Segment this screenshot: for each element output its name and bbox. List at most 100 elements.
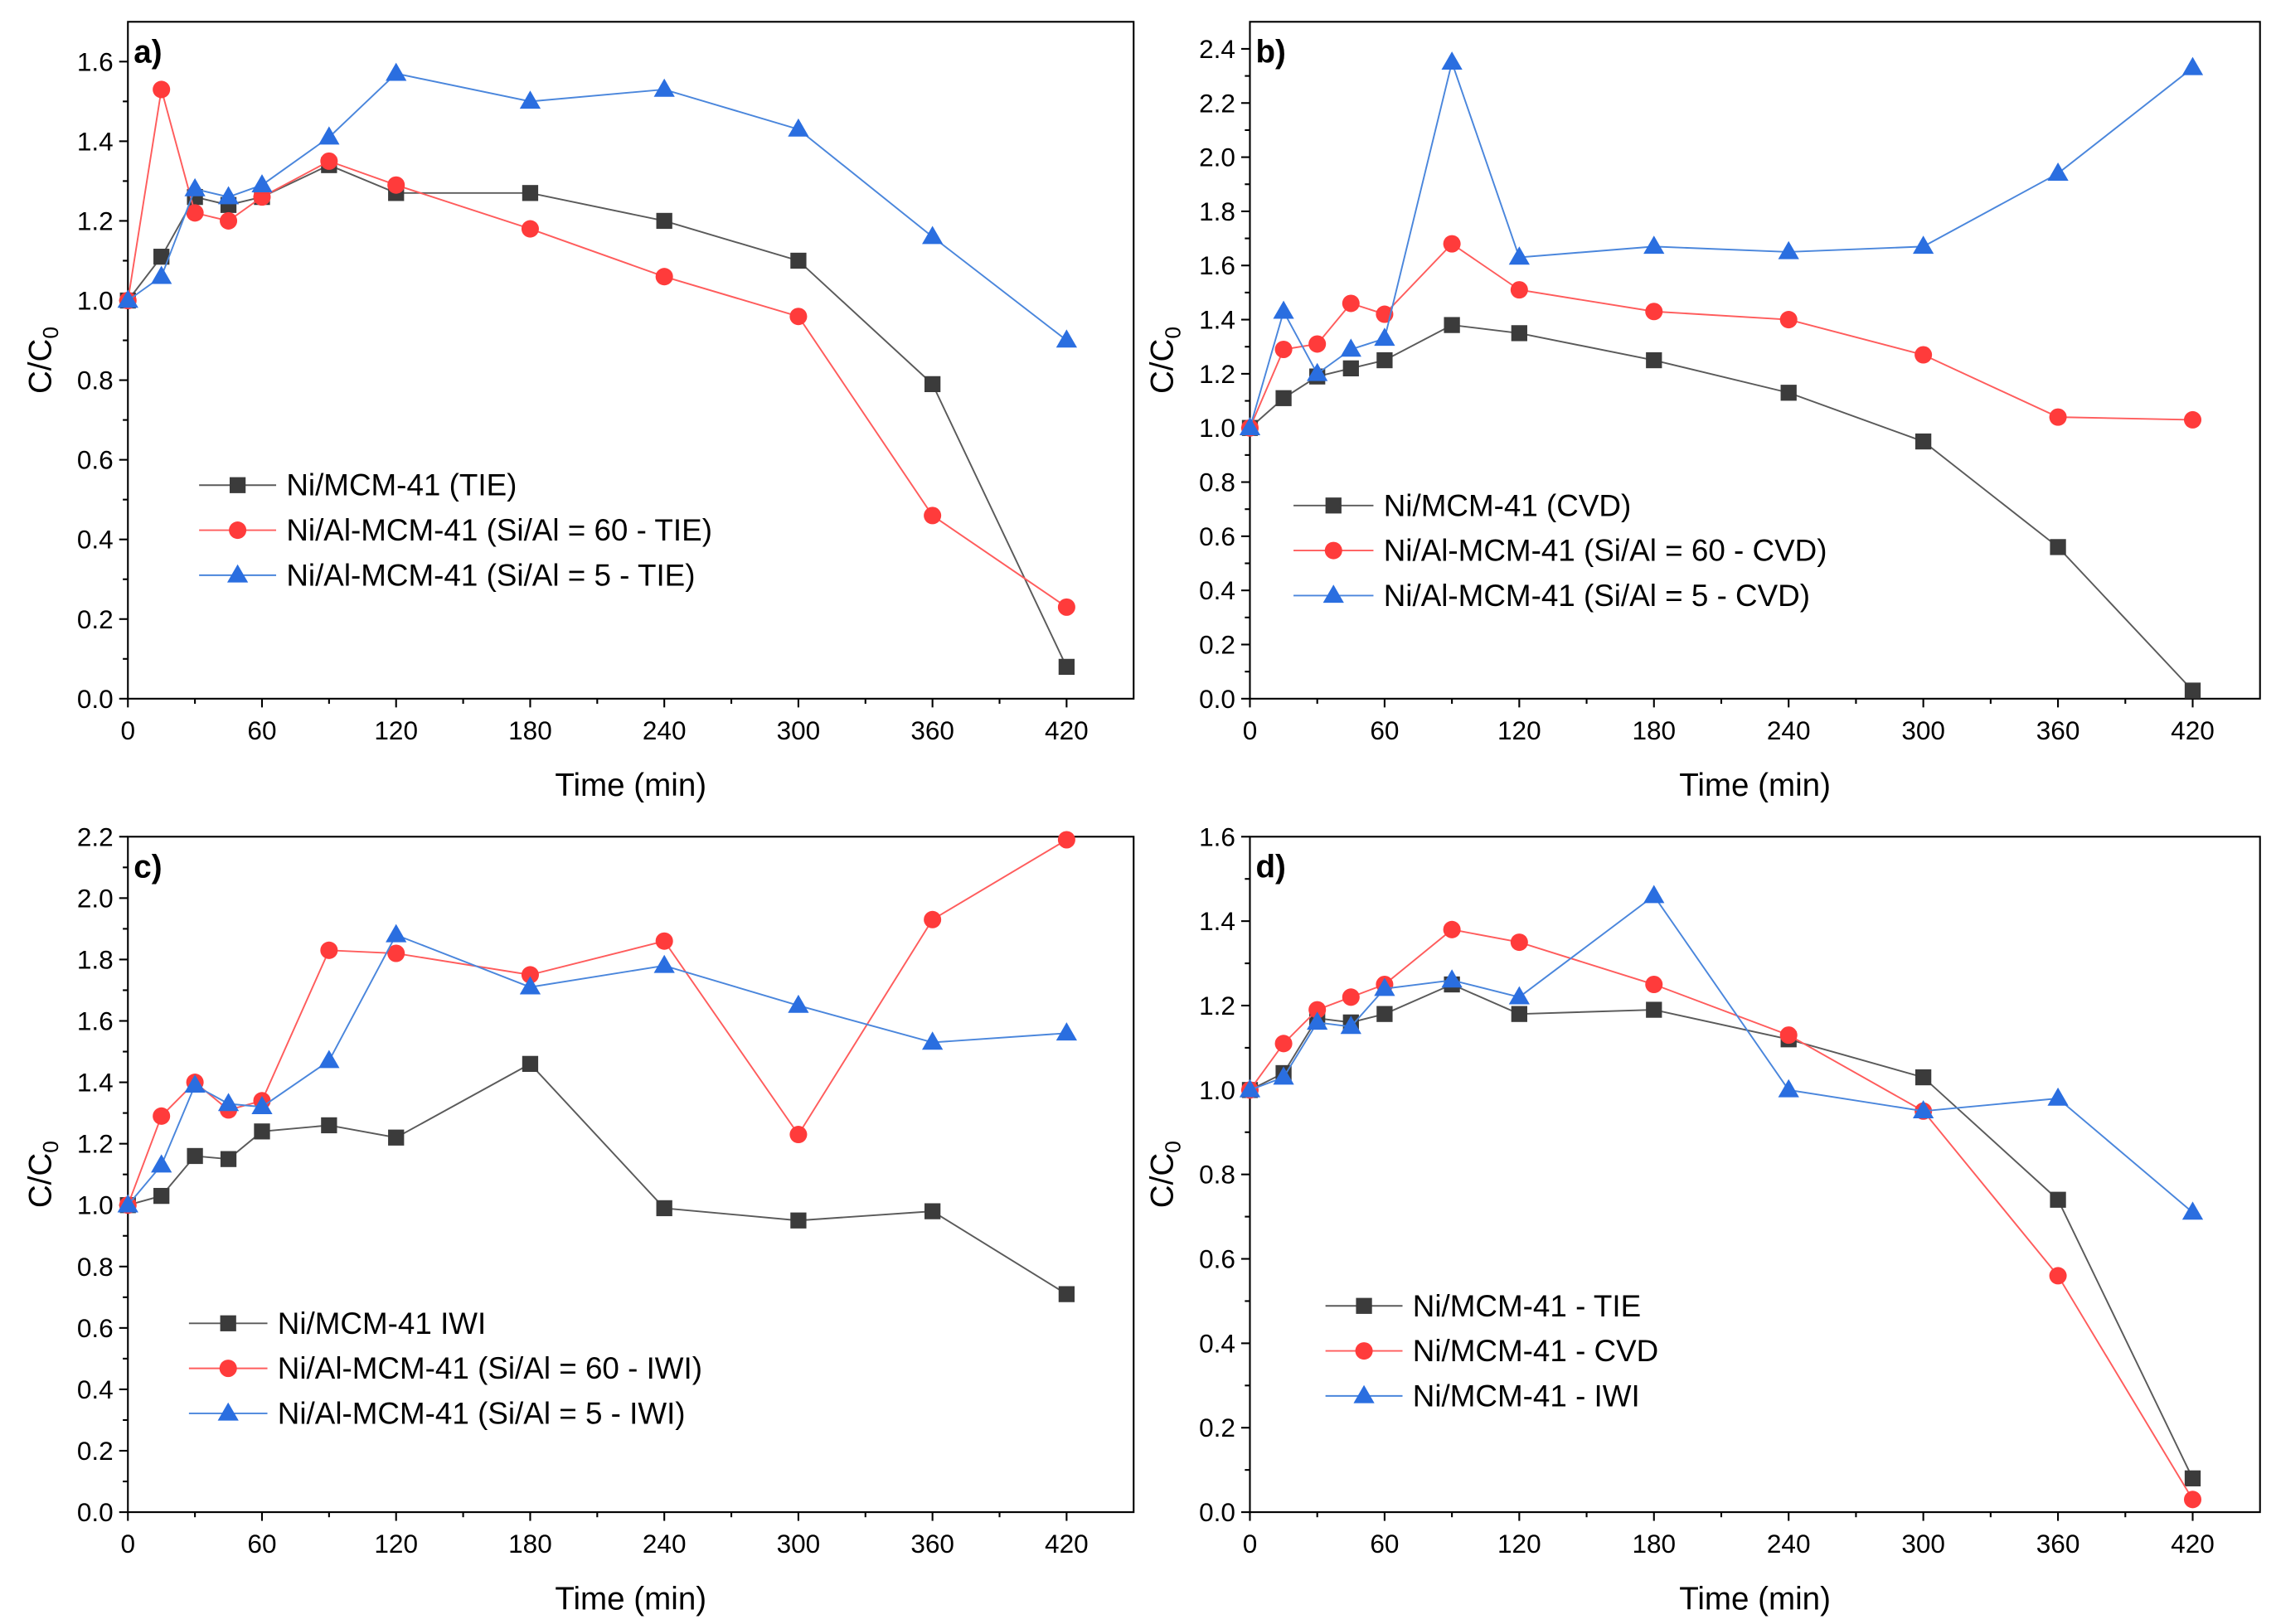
y-axis-label-main: C/C [22, 339, 58, 394]
legend-item: Ni/MCM-41 - IWI [1325, 1379, 1640, 1413]
legend: Ni/MCM-41 - TIE Ni/MCM-41 - CVD Ni/MCM-41 … [1325, 1289, 1658, 1413]
series-1-data-point [1444, 317, 1460, 333]
chart-panel-a: 0 60 120 180 240 300 360 420 0.0 0.2 0.4 0.6 0.8 1.0 1… [22, 21, 1135, 803]
series-2-data-point [1308, 335, 1327, 353]
y-tick-label: 1.8 [1199, 196, 1235, 226]
series-3-data-point [386, 62, 407, 81]
y-axis-label-main: C/C [1145, 339, 1181, 394]
series-1-data-point [924, 1203, 941, 1219]
series-3-data-point [117, 1194, 138, 1213]
legend-item: Ni/MCM-41 - CVD [1325, 1334, 1658, 1368]
series-3-data-point [1239, 1079, 1261, 1098]
y-axis-label: C/C0 [1145, 1141, 1186, 1208]
x-tick-label: 300 [1901, 715, 1945, 745]
y-axis-label-subscript: 0 [1160, 1141, 1185, 1153]
series-1-data-point [790, 1212, 807, 1229]
series-2-data-point [1342, 988, 1360, 1006]
series-2-data-point [1510, 933, 1528, 952]
series-3-data-point [184, 177, 206, 196]
legend: Ni/MCM-41 IWI Ni/Al-MCM-41 (Si/Al = 60 - … [188, 1306, 702, 1430]
series-1-data-point [153, 249, 170, 265]
x-axis-label: Time (min) [1679, 1581, 1831, 1617]
series-3-data-point [2047, 162, 2069, 181]
x-tick-label: 360 [910, 1529, 954, 1559]
series-2-data-point [387, 944, 405, 962]
legend-item: Ni/Al-MCM-41 (Si/Al = 5 - CVD) [1293, 579, 1810, 613]
y-tick-label: 1.6 [1199, 822, 1235, 851]
series-3-data-point [1913, 235, 1934, 255]
series-3-data-point [1307, 1011, 1328, 1030]
y-tick-label: 1.4 [1199, 906, 1235, 936]
series-1-data-point [1058, 658, 1075, 676]
series-3-data-point [217, 1093, 240, 1112]
series-1-data-point [1376, 351, 1393, 369]
y-tick-label: 0.8 [77, 366, 114, 395]
y-tick-label: 0.2 [1199, 1413, 1235, 1442]
y-tick-label: 0.2 [1199, 630, 1235, 660]
series-3-data-point [1374, 977, 1395, 996]
x-tick-label: 60 [247, 715, 276, 745]
series-2-data-point [1057, 598, 1075, 616]
series-2-data-point [789, 308, 808, 326]
series-1-data-point [522, 1055, 539, 1072]
x-tick-label: 240 [643, 1529, 687, 1559]
y-tick-label: 1.4 [1199, 305, 1235, 335]
legend-label: Ni/MCM-41 - IWI [1413, 1379, 1640, 1413]
series-3-data-point [251, 1096, 273, 1114]
series-3-data-point [1273, 1066, 1294, 1085]
series-2-data-point [1443, 235, 1461, 253]
series-2-data-point [1443, 920, 1461, 938]
series-2-data-point [655, 268, 673, 286]
x-tick-label: 120 [1497, 1529, 1541, 1559]
x-axis-label: Time (min) [555, 1581, 706, 1617]
legend-label: Ni/MCM-41 - TIE [1413, 1289, 1641, 1323]
legend-label: Ni/Al-MCM-41 (Si/Al = 5 - IWI) [278, 1396, 686, 1430]
series-3-line [127, 933, 1067, 1206]
y-tick-label: 1.2 [1199, 359, 1235, 389]
series-2-data-point [1274, 340, 1293, 359]
y-axis-label-subscript: 0 [38, 1141, 63, 1153]
plot-frame [1249, 21, 2261, 700]
y-tick-label: 0.4 [77, 525, 114, 555]
series-3-data-point [1441, 51, 1463, 70]
series-3-data-point [151, 265, 172, 284]
legend-marker-swatch [1322, 584, 1344, 604]
series-3-data-point [184, 1074, 206, 1093]
series-1-data-point [1646, 351, 1662, 369]
y-axis-label-subscript: 0 [1160, 327, 1185, 339]
x-tick-label: 300 [777, 715, 821, 745]
chart-panel-b: 0 60 120 180 240 300 360 420 0.0 0.2 0.4 0.6 0.8 1.0 1… [1145, 21, 2261, 803]
series-3-data-point [217, 186, 240, 205]
x-tick-label: 180 [508, 1529, 552, 1559]
series-1-data-point [1914, 433, 1932, 450]
series-2-data-point [186, 204, 204, 222]
series-2-data-point [2049, 408, 2067, 426]
legend-item: Ni/Al-MCM-41 (Si/Al = 5 - IWI) [188, 1396, 686, 1430]
series-3-data-point [519, 90, 541, 109]
panel-label: a) [133, 34, 162, 70]
y-tick-label: 1.8 [77, 944, 114, 974]
legend-marker-swatch [1325, 497, 1342, 514]
series-2-data-point [789, 1126, 808, 1144]
y-axis-label: C/C0 [22, 1141, 63, 1208]
y-tick-label: 0.2 [77, 604, 114, 634]
y-tick-label: 0.8 [77, 1252, 114, 1282]
series-3-data-point [1508, 246, 1530, 265]
chart-panel-c: 0 60 120 180 240 300 360 420 0.0 0.2 0.4 0.6 0.8 1.0 1… [22, 822, 1135, 1617]
series-3-data-point [1273, 300, 1294, 319]
series-3-data-point [1643, 885, 1665, 904]
x-tick-label: 180 [508, 715, 552, 745]
series-1-data-point [388, 1129, 405, 1146]
series-1-data-point [153, 1187, 170, 1205]
y-axis-label-main: C/C [22, 1153, 58, 1208]
legend: Ni/MCM-41 (TIE) Ni/Al-MCM-41 (Si/Al = 60 … [199, 468, 712, 592]
series-3-line [1249, 59, 2194, 429]
series-2-data-point [2183, 410, 2202, 429]
legend-marker-swatch [220, 1315, 236, 1331]
series-1-data-point [1780, 385, 1797, 401]
series-1-data-point [924, 376, 941, 393]
y-tick-label: 0.8 [1199, 1160, 1235, 1190]
legend-marker-swatch [1355, 1342, 1373, 1360]
y-tick-label: 0.6 [1199, 1244, 1235, 1274]
